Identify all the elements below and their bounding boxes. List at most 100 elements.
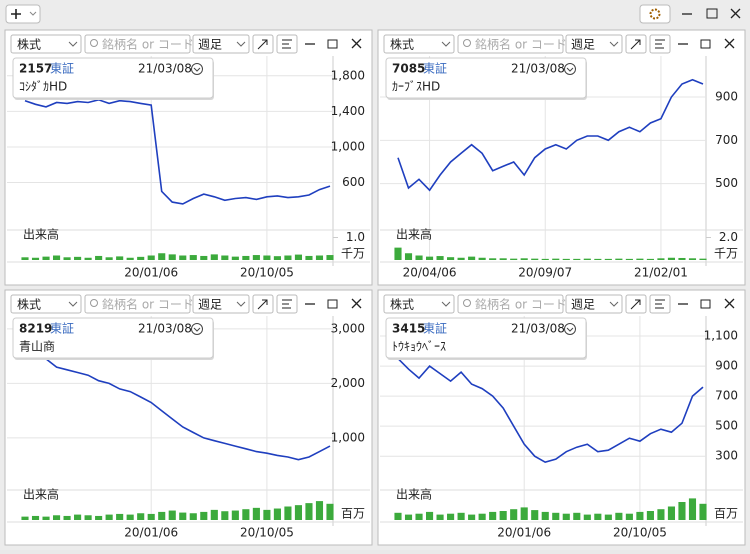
volume-bar (126, 257, 134, 260)
expand-button[interactable] (564, 63, 576, 75)
expand-button[interactable] (191, 323, 203, 335)
volume-bar (489, 511, 497, 520)
close-icon[interactable] (724, 38, 735, 49)
period-dropdown[interactable] (565, 294, 623, 314)
maximize-icon[interactable] (327, 299, 338, 309)
y-tick-label: 600 (342, 175, 365, 189)
volume-bar (510, 258, 518, 260)
volume-label: 出来高 (396, 487, 432, 502)
volume-unit: 百万 (714, 507, 738, 521)
x-tick-label: 20/01/06 (124, 266, 178, 280)
close-icon[interactable] (351, 38, 362, 49)
search-icon (90, 299, 98, 307)
volume-bar (116, 513, 124, 520)
market-dropdown[interactable] (10, 34, 82, 54)
volume-bar (63, 257, 71, 260)
close-icon[interactable] (351, 298, 362, 309)
search-box[interactable] (457, 34, 564, 54)
search-placeholder: 銘柄名 or コード (475, 297, 567, 312)
period-dropdown[interactable] (565, 34, 623, 54)
maximize-icon[interactable] (700, 299, 711, 309)
maximize-icon[interactable] (700, 39, 711, 49)
volume-bar (520, 507, 528, 520)
popout-icon (630, 39, 641, 50)
search-box[interactable] (84, 34, 191, 54)
search-icon (463, 299, 471, 307)
volume-bar (273, 256, 281, 260)
market-dropdown[interactable] (10, 294, 82, 314)
volume-bar (231, 510, 239, 520)
volume-bar (179, 512, 187, 520)
volume-bar (489, 258, 497, 260)
volume-bar (562, 258, 570, 260)
expand-button[interactable] (564, 323, 576, 335)
volume-bar (447, 513, 455, 520)
close-icon[interactable] (724, 298, 735, 309)
market-dropdown[interactable] (383, 34, 455, 54)
volume-bar (573, 512, 581, 520)
price-line (24, 347, 331, 461)
volume-bar (478, 513, 486, 520)
volume-bar (394, 247, 402, 260)
volume-bar (688, 258, 697, 260)
volume-bar (252, 507, 260, 520)
menu-icon (282, 39, 292, 49)
search-placeholder: 銘柄名 or コード (102, 297, 194, 312)
dropdown-arrow (609, 41, 619, 47)
volume-bar (667, 257, 676, 260)
volume-bar (415, 255, 423, 260)
maximize-icon[interactable] (706, 8, 718, 19)
date: 21/03/08 (138, 322, 192, 336)
volume-bar (404, 514, 413, 520)
search-placeholder: 銘柄名 or コード (102, 37, 194, 52)
y-tick-label: 500 (715, 419, 738, 433)
volume-bar (699, 503, 707, 520)
stock-name: ｺｼﾀﾞｶHD (19, 80, 67, 94)
volume-bar (552, 512, 560, 520)
y-tick-label: 1,000 (331, 430, 365, 444)
volume-bar (189, 255, 197, 260)
period-dropdown[interactable] (192, 34, 250, 54)
expand-chevron (193, 67, 201, 72)
volume-bar (657, 509, 665, 520)
volume-bar (688, 498, 697, 520)
y-tick-label: 700 (715, 389, 738, 403)
volume-bar (179, 255, 187, 260)
market-dropdown[interactable] (383, 294, 455, 314)
volume-bar (242, 509, 250, 520)
volume-bar (315, 501, 324, 520)
expand-button[interactable] (191, 63, 203, 75)
volume-bar (31, 515, 40, 520)
search-box[interactable] (84, 294, 191, 314)
date: 21/03/08 (138, 62, 192, 76)
search-box[interactable] (457, 294, 564, 314)
volume-tick-label: 1.0 (346, 230, 365, 244)
volume-bar (95, 255, 103, 260)
dropdown-arrow (68, 301, 78, 307)
volume-bar (326, 255, 334, 260)
volume-bar (158, 253, 166, 260)
volume-bar (594, 258, 602, 260)
add-button[interactable] (5, 4, 41, 24)
volume-bar (42, 256, 50, 260)
period-dropdown[interactable] (192, 294, 250, 314)
settings-button[interactable] (639, 4, 671, 24)
volume-bar (294, 505, 303, 520)
volume-bar (263, 255, 271, 260)
expand-chevron (193, 327, 201, 332)
price-line (24, 98, 331, 205)
volume-bar (604, 258, 612, 260)
stock-name: ﾄｳｷｮｳﾍﾞｰｽ (392, 340, 446, 354)
volume-bar (189, 513, 197, 520)
volume-bar (499, 258, 507, 260)
date: 21/03/08 (511, 322, 565, 336)
chevron-icon (29, 11, 37, 16)
y-tick-label: 900 (715, 90, 738, 104)
volume-bar (263, 509, 271, 520)
maximize-icon[interactable] (327, 39, 338, 49)
volume-bar (478, 257, 486, 260)
market-label: 株式 (17, 297, 41, 312)
period-label: 週足 (198, 38, 222, 52)
close-icon[interactable] (730, 8, 741, 19)
plus-icon (11, 9, 21, 19)
